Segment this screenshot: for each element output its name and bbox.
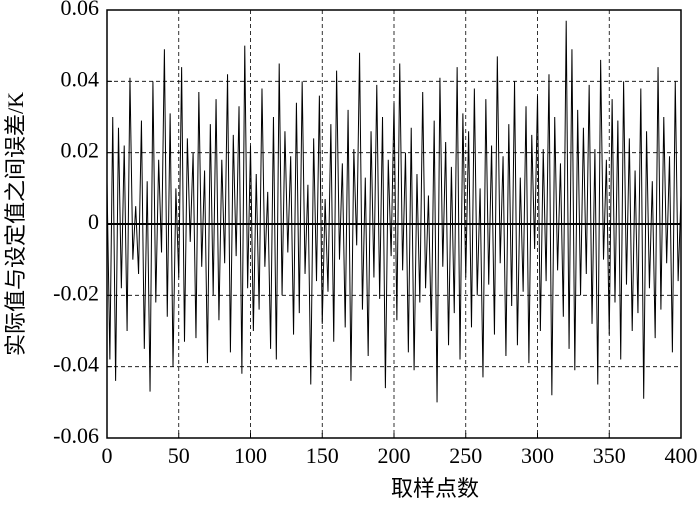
y-tick-label: 0.02 [61,138,100,163]
x-tick-label: 100 [234,443,267,468]
x-tick-label: 250 [449,443,482,468]
x-tick-label: 300 [521,443,554,468]
y-axis-label: 实际值与设定值之间误差/K [3,92,28,356]
x-tick-label: 350 [593,443,626,468]
plot-frame [106,9,682,439]
y-tick-label: -0.06 [53,423,99,448]
y-tick-label: -0.04 [53,352,99,377]
x-tick-label: 50 [168,443,190,468]
x-tick-label: 400 [665,443,698,468]
x-tick-label: 200 [378,443,411,468]
x-axis-label: 取样点数 [391,476,479,501]
data-line [106,20,682,403]
y-tick-label: -0.02 [53,280,99,305]
x-tick-label: 150 [306,443,339,468]
y-tick-label: 0.06 [61,0,100,20]
x-tick-label: 0 [102,443,113,468]
y-tick-label: 0.04 [61,66,100,91]
y-tick-label: 0 [88,209,99,234]
